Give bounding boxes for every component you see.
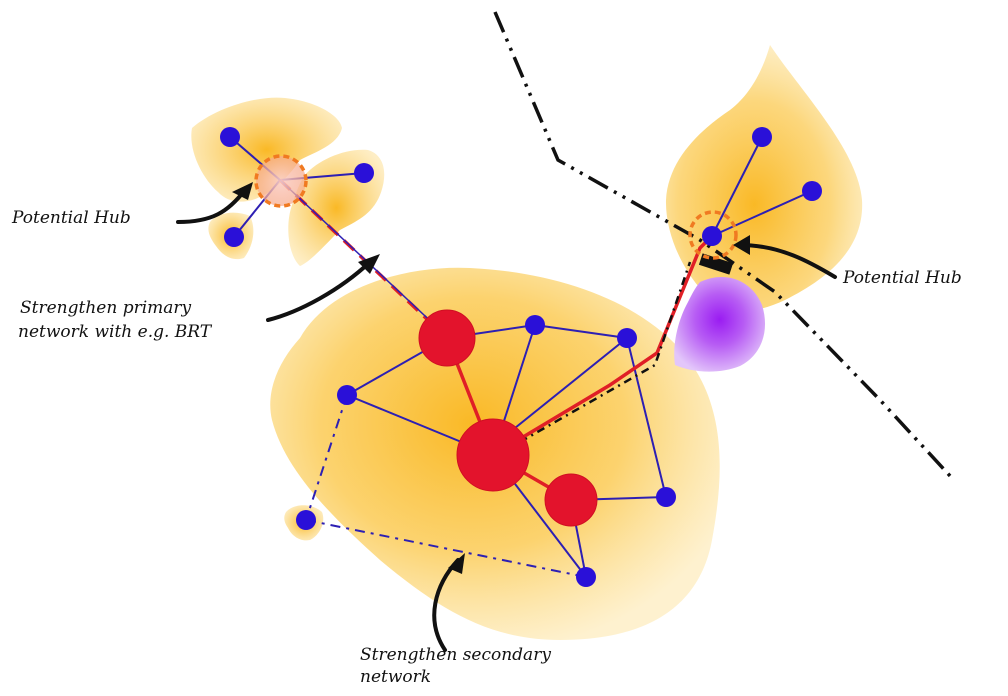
arrow-primary <box>266 260 372 322</box>
left-potential-hub-ring <box>254 154 308 208</box>
purple-zone <box>674 276 766 372</box>
major-nodes <box>418 309 598 527</box>
arrow-right-hub <box>738 243 837 279</box>
major-node <box>544 473 598 527</box>
node <box>656 487 676 507</box>
node <box>220 127 240 147</box>
label-potential-hub-left: Potential Hub <box>12 208 131 228</box>
secondary-network-dashed-links <box>305 394 587 578</box>
left-catchment-area-upper <box>191 97 342 202</box>
node <box>802 181 822 201</box>
node <box>617 328 637 348</box>
label-potential-hub-right: Potential Hub <box>843 268 962 288</box>
node <box>525 315 545 335</box>
node <box>296 510 316 530</box>
right-potential-hub-ring <box>688 210 738 260</box>
node <box>224 227 244 247</box>
node <box>354 163 374 183</box>
node <box>337 385 357 405</box>
secondary-network-links <box>229 136 813 578</box>
rail-link-to-right-hub <box>519 261 692 444</box>
label-strengthen-primary-line1: Strengthen primary <box>20 298 192 318</box>
arrow-heads <box>232 182 750 574</box>
secondary-link-to-left-hub <box>279 179 441 331</box>
node <box>702 226 722 246</box>
major-node <box>418 309 476 367</box>
major-node <box>456 418 530 492</box>
label-strengthen-secondary-line1: Strengthen secondary <box>360 645 551 665</box>
right-catchment-area <box>665 45 863 312</box>
node <box>576 567 596 587</box>
label-strengthen-primary-line2: network with e.g. BRT <box>18 322 212 342</box>
label-strengthen-secondary-line2: network <box>360 667 432 687</box>
network-nodes <box>220 127 822 587</box>
node <box>752 127 772 147</box>
